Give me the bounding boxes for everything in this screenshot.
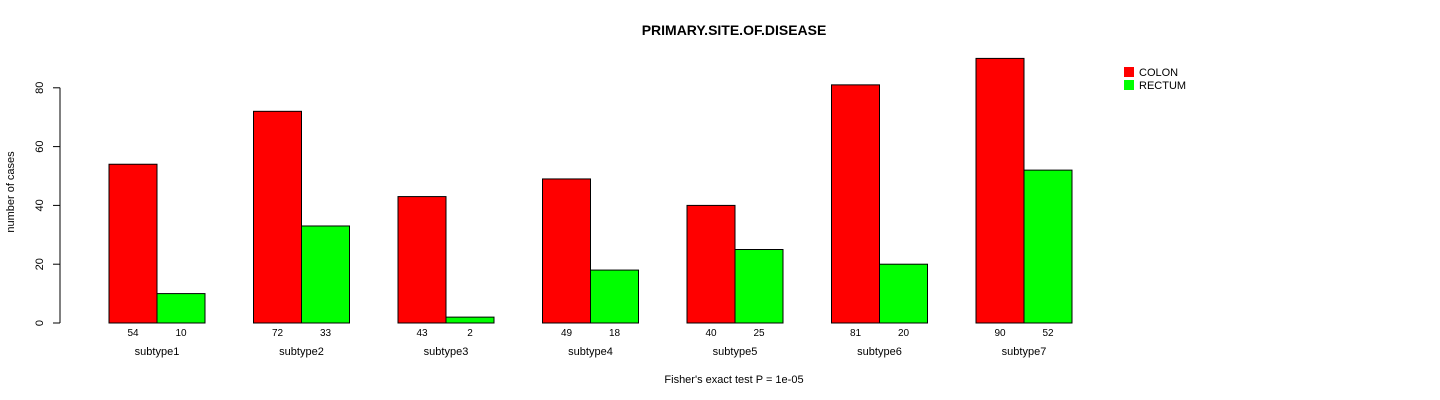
legend-swatch-rectum	[1124, 80, 1134, 90]
bar-value-label: 18	[609, 328, 621, 339]
bar-colon-subtype3	[397, 196, 447, 324]
bar-colon-subtype2	[253, 110, 302, 324]
bar-rectum-subtype1	[156, 293, 206, 324]
y-axis-label: number of cases	[5, 151, 17, 233]
bar-colon-subtype7	[975, 57, 1025, 324]
x-category-label: subtype5	[713, 346, 758, 358]
x-category-label: subtype2	[279, 346, 324, 358]
bar-value-label: 33	[320, 328, 332, 339]
bar-value-label: 49	[561, 328, 573, 339]
bar-value-label: 40	[705, 328, 717, 339]
y-tick-label: 20	[34, 258, 46, 270]
bar-value-label: 52	[1042, 328, 1054, 339]
x-category-label: subtype1	[135, 346, 180, 358]
bar-value-label: 54	[127, 328, 139, 339]
y-tick-label: 80	[34, 82, 46, 94]
bar-value-label: 10	[175, 328, 187, 339]
bar-rectum-subtype2	[301, 225, 350, 324]
bar-colon-subtype1	[108, 163, 158, 324]
bar-value-label: 2	[467, 328, 473, 339]
x-category-label: subtype4	[568, 346, 613, 358]
y-tick-label: 60	[34, 140, 46, 152]
y-tick-label: 40	[34, 199, 46, 211]
legend-swatch-colon	[1124, 67, 1134, 77]
y-axis: 0 20 40 60 80	[34, 82, 61, 326]
bar-rectum-subtype3	[445, 316, 495, 324]
bar-rectum-subtype4	[590, 269, 639, 324]
legend-label-rectum: RECTUM	[1139, 80, 1186, 92]
bar-colon-subtype4	[542, 178, 591, 324]
bar-value-label: 20	[898, 328, 910, 339]
bar-colon-subtype5	[686, 204, 736, 324]
x-axis-label: Fisher's exact test P = 1e-05	[664, 374, 803, 386]
x-category-label: subtype7	[1002, 346, 1047, 358]
bar-value-label: 43	[416, 328, 428, 339]
bar-value-label: 72	[272, 328, 284, 339]
bar-rectum-subtype6	[879, 263, 928, 324]
legend-label-colon: COLON	[1139, 67, 1178, 79]
bars-group: 54 10 subtype1 72 33 subtype2 43 2 subtype3 49 18 s…	[108, 57, 1073, 358]
y-tick-label: 0	[34, 320, 46, 326]
bar-rectum-subtype5	[734, 249, 784, 324]
x-category-label: subtype3	[424, 346, 469, 358]
bar-value-label: 90	[994, 328, 1006, 339]
x-category-label: subtype6	[857, 346, 902, 358]
bar-rectum-subtype7	[1023, 169, 1073, 324]
bar-value-label: 81	[850, 328, 862, 339]
bar-value-label: 25	[753, 328, 765, 339]
bar-colon-subtype6	[831, 84, 880, 324]
chart-title: PRIMARY.SITE.OF.DISEASE	[642, 22, 827, 38]
